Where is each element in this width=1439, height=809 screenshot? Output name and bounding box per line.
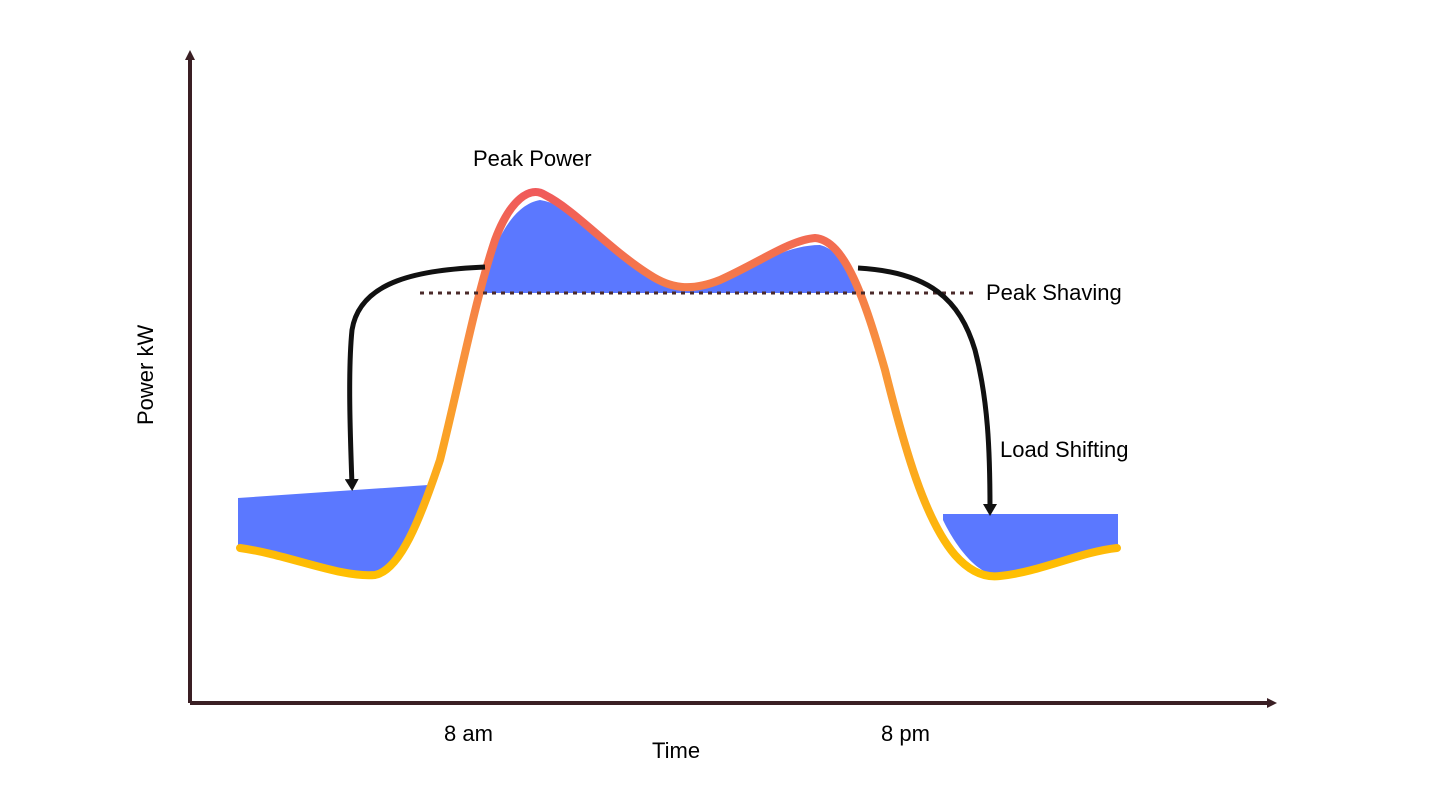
load-shift-arrow-left bbox=[344, 264, 486, 491]
x-tick-8am: 8 am bbox=[444, 721, 493, 746]
y-axis-label: Power kW bbox=[133, 325, 158, 425]
x-tick-8pm: 8 pm bbox=[881, 721, 930, 746]
load-shifting-label: Load Shifting bbox=[1000, 437, 1128, 462]
load-curve bbox=[236, 188, 1121, 581]
evening-shifted-area bbox=[943, 514, 1118, 575]
load-shift-arrow-right bbox=[857, 265, 997, 516]
x-axis-label: Time bbox=[652, 738, 700, 763]
peak-power-label: Peak Power bbox=[473, 146, 592, 171]
morning-shifted-area bbox=[238, 485, 428, 574]
peak-shaved-area bbox=[482, 200, 862, 293]
peak-shaving-label: Peak Shaving bbox=[986, 280, 1122, 305]
